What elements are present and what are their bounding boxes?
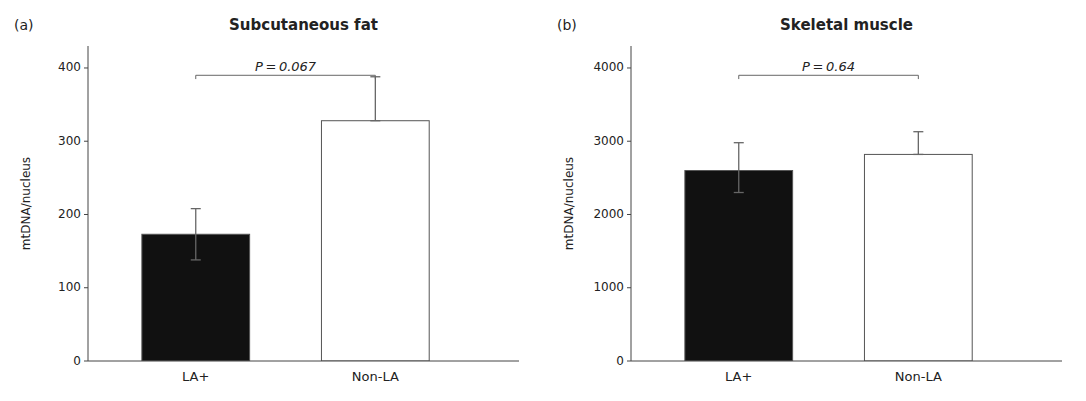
figure: 0 100 200 300 400 LA+ Non-LA P = 0.067 Subcutane… [0,0,1086,401]
significance-bracket [739,75,919,79]
significance-bracket [196,75,376,79]
y-tick-label: 0 [73,354,81,368]
error-cap [734,192,744,193]
y-axis-label: mtDNA/nucleus [562,157,576,250]
panel-label: (b) [557,17,577,33]
error-whisker [738,143,739,171]
error-cap [191,259,201,260]
y-tick-label: 2000 [593,207,624,221]
error-cap [191,208,201,209]
error-whisker [918,132,919,155]
y-tick-label: 300 [58,134,81,148]
error-whisker [738,171,739,193]
x-tick-label: LA+ [182,369,209,384]
x-axis-line [631,361,1062,362]
error-bar-lower [370,120,380,121]
error-cap [370,120,380,121]
error-whisker [195,209,196,235]
error-bars [191,77,381,260]
y-tick [627,214,631,215]
bars [142,121,429,361]
error-whisker [195,234,196,260]
panel: 0 100 200 300 400 LA+ Non-LA P = 0.067 Subcutane… [14,16,519,384]
x-tick-label: Non-LA [895,369,942,384]
error-bar-lower [734,171,744,193]
error-bar-upper [370,77,380,121]
bar [321,121,429,361]
title: Subcutaneous fat [229,16,378,34]
y-tick-label: 4000 [593,60,624,74]
y-tick [84,361,88,362]
error-cap [734,142,744,143]
error-bar-upper [191,209,201,235]
y-tick-label: 100 [58,280,81,294]
bar [685,171,793,361]
bar [142,234,250,361]
y-tick-label: 200 [58,207,81,221]
bar [864,154,972,361]
p-value: P = 0.64 [802,59,855,74]
y-tick [84,287,88,288]
x-axis-line [88,361,519,362]
y-tick [627,141,631,142]
bars [685,154,972,361]
y-axis-label: mtDNA/nucleus [19,157,33,250]
x-tick-label: Non-LA [352,369,399,384]
y-tick [84,141,88,142]
y-tick [627,361,631,362]
x-tick-label: LA+ [725,369,752,384]
error-cap [913,131,923,132]
p-value: P = 0.067 [255,59,317,74]
error-bars [734,132,924,193]
y-tick-label: 0 [616,354,624,368]
panel-label: (a) [14,17,34,33]
y-tick [84,214,88,215]
y-tick-label: 3000 [593,134,624,148]
y-tick-label: 1000 [593,280,624,294]
error-bar-upper [913,132,923,155]
error-bar-lower [913,154,923,155]
title: Skeletal muscle [780,16,913,34]
y-tick [84,67,88,68]
y-tick [627,287,631,288]
error-bar-lower [191,234,201,260]
error-bar-upper [734,143,744,171]
y-tick [627,67,631,68]
y-axis-line [631,46,632,361]
error-whisker [375,77,376,121]
panel: 0 1000 2000 3000 4000 LA+ Non-LA P = 0.64 Skelet… [557,16,1062,384]
y-tick-label: 400 [58,60,81,74]
y-axis-line [88,46,89,361]
error-cap [913,154,923,155]
